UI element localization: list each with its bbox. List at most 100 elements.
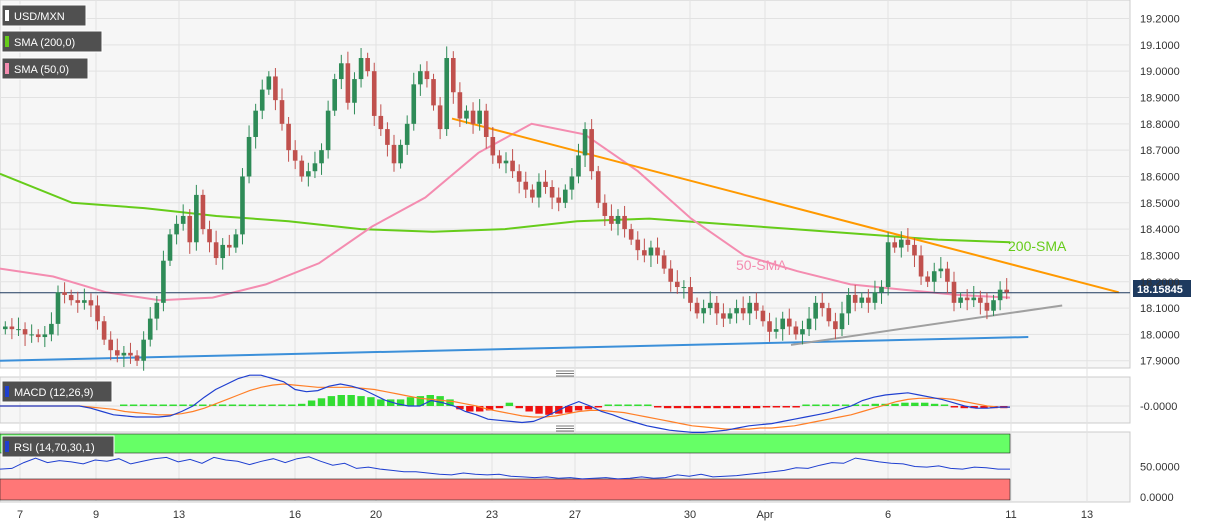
candle-body: [971, 297, 977, 301]
macd-histogram-bar: [594, 406, 603, 408]
candle-body: [688, 287, 693, 303]
support_mid-trendline: [790, 304, 1063, 346]
candle-body: [905, 239, 911, 245]
candle-body: [642, 250, 647, 256]
x-tick-label: 6: [885, 509, 891, 521]
candle-body: [964, 297, 970, 301]
macd-histogram-bar: [416, 396, 425, 406]
macd-histogram-bar: [199, 404, 207, 406]
candle-body: [628, 229, 634, 240]
candle-body: [352, 79, 357, 103]
macd-histogram-bar: [565, 406, 573, 413]
candle-body: [22, 329, 28, 335]
panel-resize-handle[interactable]: [556, 370, 574, 377]
overlays: [0, 117, 1130, 362]
candle-body: [754, 302, 759, 311]
candle-body: [55, 292, 61, 324]
legend-sma50[interactable]: SMA (50,0): [1, 57, 89, 80]
macd-histogram-bar: [288, 404, 296, 406]
candle-body: [306, 171, 311, 177]
grid: [0, 0, 1130, 502]
macd-histogram-bar: [238, 404, 247, 406]
candle-body: [483, 110, 489, 137]
candle-body: [793, 326, 799, 335]
macd-histogram-bar: [584, 406, 593, 410]
rsi-layer: [0, 456, 1010, 480]
macd-histogram-bar: [278, 404, 286, 406]
legend-symbol[interactable]: USD/MXN: [1, 4, 87, 27]
legend-macd-label: MACD (12,26,9): [14, 387, 93, 399]
candle-body: [918, 255, 924, 277]
candle-body: [35, 334, 41, 338]
macd-histogram-bar: [485, 406, 494, 411]
candle-body: [780, 318, 786, 330]
legend-sma200[interactable]: SMA (200,0): [1, 30, 103, 53]
macd-histogram-bar: [377, 399, 385, 406]
candle-body: [128, 352, 133, 356]
macd-histogram-bar: [129, 404, 138, 406]
rsi-y-tick-label: 0.0000: [1140, 492, 1174, 504]
candle-body: [655, 247, 660, 256]
x-tick-label: Apr: [756, 509, 773, 521]
legend-macd[interactable]: MACD (12,26,9): [1, 380, 113, 403]
resistance-trendline: [451, 117, 1119, 294]
candle-body: [411, 84, 417, 124]
candle-body: [569, 176, 575, 190]
candle-body: [444, 58, 450, 130]
macd-layer: [0, 374, 1010, 433]
candle-body: [589, 129, 594, 172]
candle-body: [385, 129, 390, 145]
legend-rsi[interactable]: RSI (14,70,30,1): [1, 435, 115, 458]
macd-histogram-bar: [723, 406, 731, 409]
candle-body: [681, 287, 687, 289]
candle-body: [859, 297, 865, 303]
candle-body: [398, 144, 403, 164]
candle-body: [978, 297, 983, 303]
y-tick-label: 18.7000: [1140, 145, 1180, 157]
macd-histogram-bar: [495, 406, 504, 409]
candle-body: [819, 302, 825, 309]
macd-histogram-bar: [624, 404, 632, 406]
candle-body: [312, 163, 318, 172]
panel-resize-handle[interactable]: [556, 425, 574, 432]
candle-body: [457, 92, 463, 119]
macd-histogram-bar: [258, 404, 266, 406]
rsi-y-tick-label: 50.0000: [1140, 462, 1180, 474]
macd-histogram-bar: [673, 406, 682, 409]
rsi-oversold-zone: [0, 478, 1011, 501]
macd-histogram-bar: [841, 404, 850, 406]
candle-body: [253, 110, 258, 137]
y-tick-label: 18.3000: [1140, 250, 1180, 262]
sma50-line: [0, 122, 1011, 302]
y-tick-label: 18.4000: [1140, 224, 1180, 236]
macd-histogram-bar: [228, 404, 237, 406]
candle-body: [800, 329, 805, 335]
macd-histogram-bar: [446, 399, 454, 406]
macd-histogram-bar: [703, 406, 711, 409]
candle-body: [701, 308, 706, 314]
macd-histogram-bar: [387, 399, 395, 406]
candle-body: [134, 355, 140, 361]
macd-histogram-bar: [436, 396, 444, 406]
candle-body: [233, 234, 239, 248]
macd-histogram-bar: [268, 404, 276, 406]
candle-body: [49, 323, 54, 335]
macd-histogram-bar: [149, 404, 158, 406]
x-tick-label: 9: [93, 509, 99, 521]
candle-body: [147, 318, 153, 340]
x-tick-label: 30: [684, 509, 696, 521]
candle-body: [497, 155, 502, 164]
macd-histogram-bar: [762, 406, 771, 408]
rsi-overbought-zone: [0, 433, 1011, 454]
candle-body: [951, 281, 957, 303]
y-tick-label: 19.0000: [1140, 66, 1180, 78]
macd-histogram-bar: [861, 404, 870, 406]
candle-body: [530, 189, 535, 198]
macd-histogram-bar: [169, 404, 177, 406]
candle-body: [661, 255, 667, 269]
candle-body: [194, 194, 199, 243]
candle-body: [503, 160, 509, 164]
candle-body: [786, 318, 792, 327]
macd-histogram-bar: [317, 398, 326, 406]
x-tick-label: 27: [569, 509, 581, 521]
